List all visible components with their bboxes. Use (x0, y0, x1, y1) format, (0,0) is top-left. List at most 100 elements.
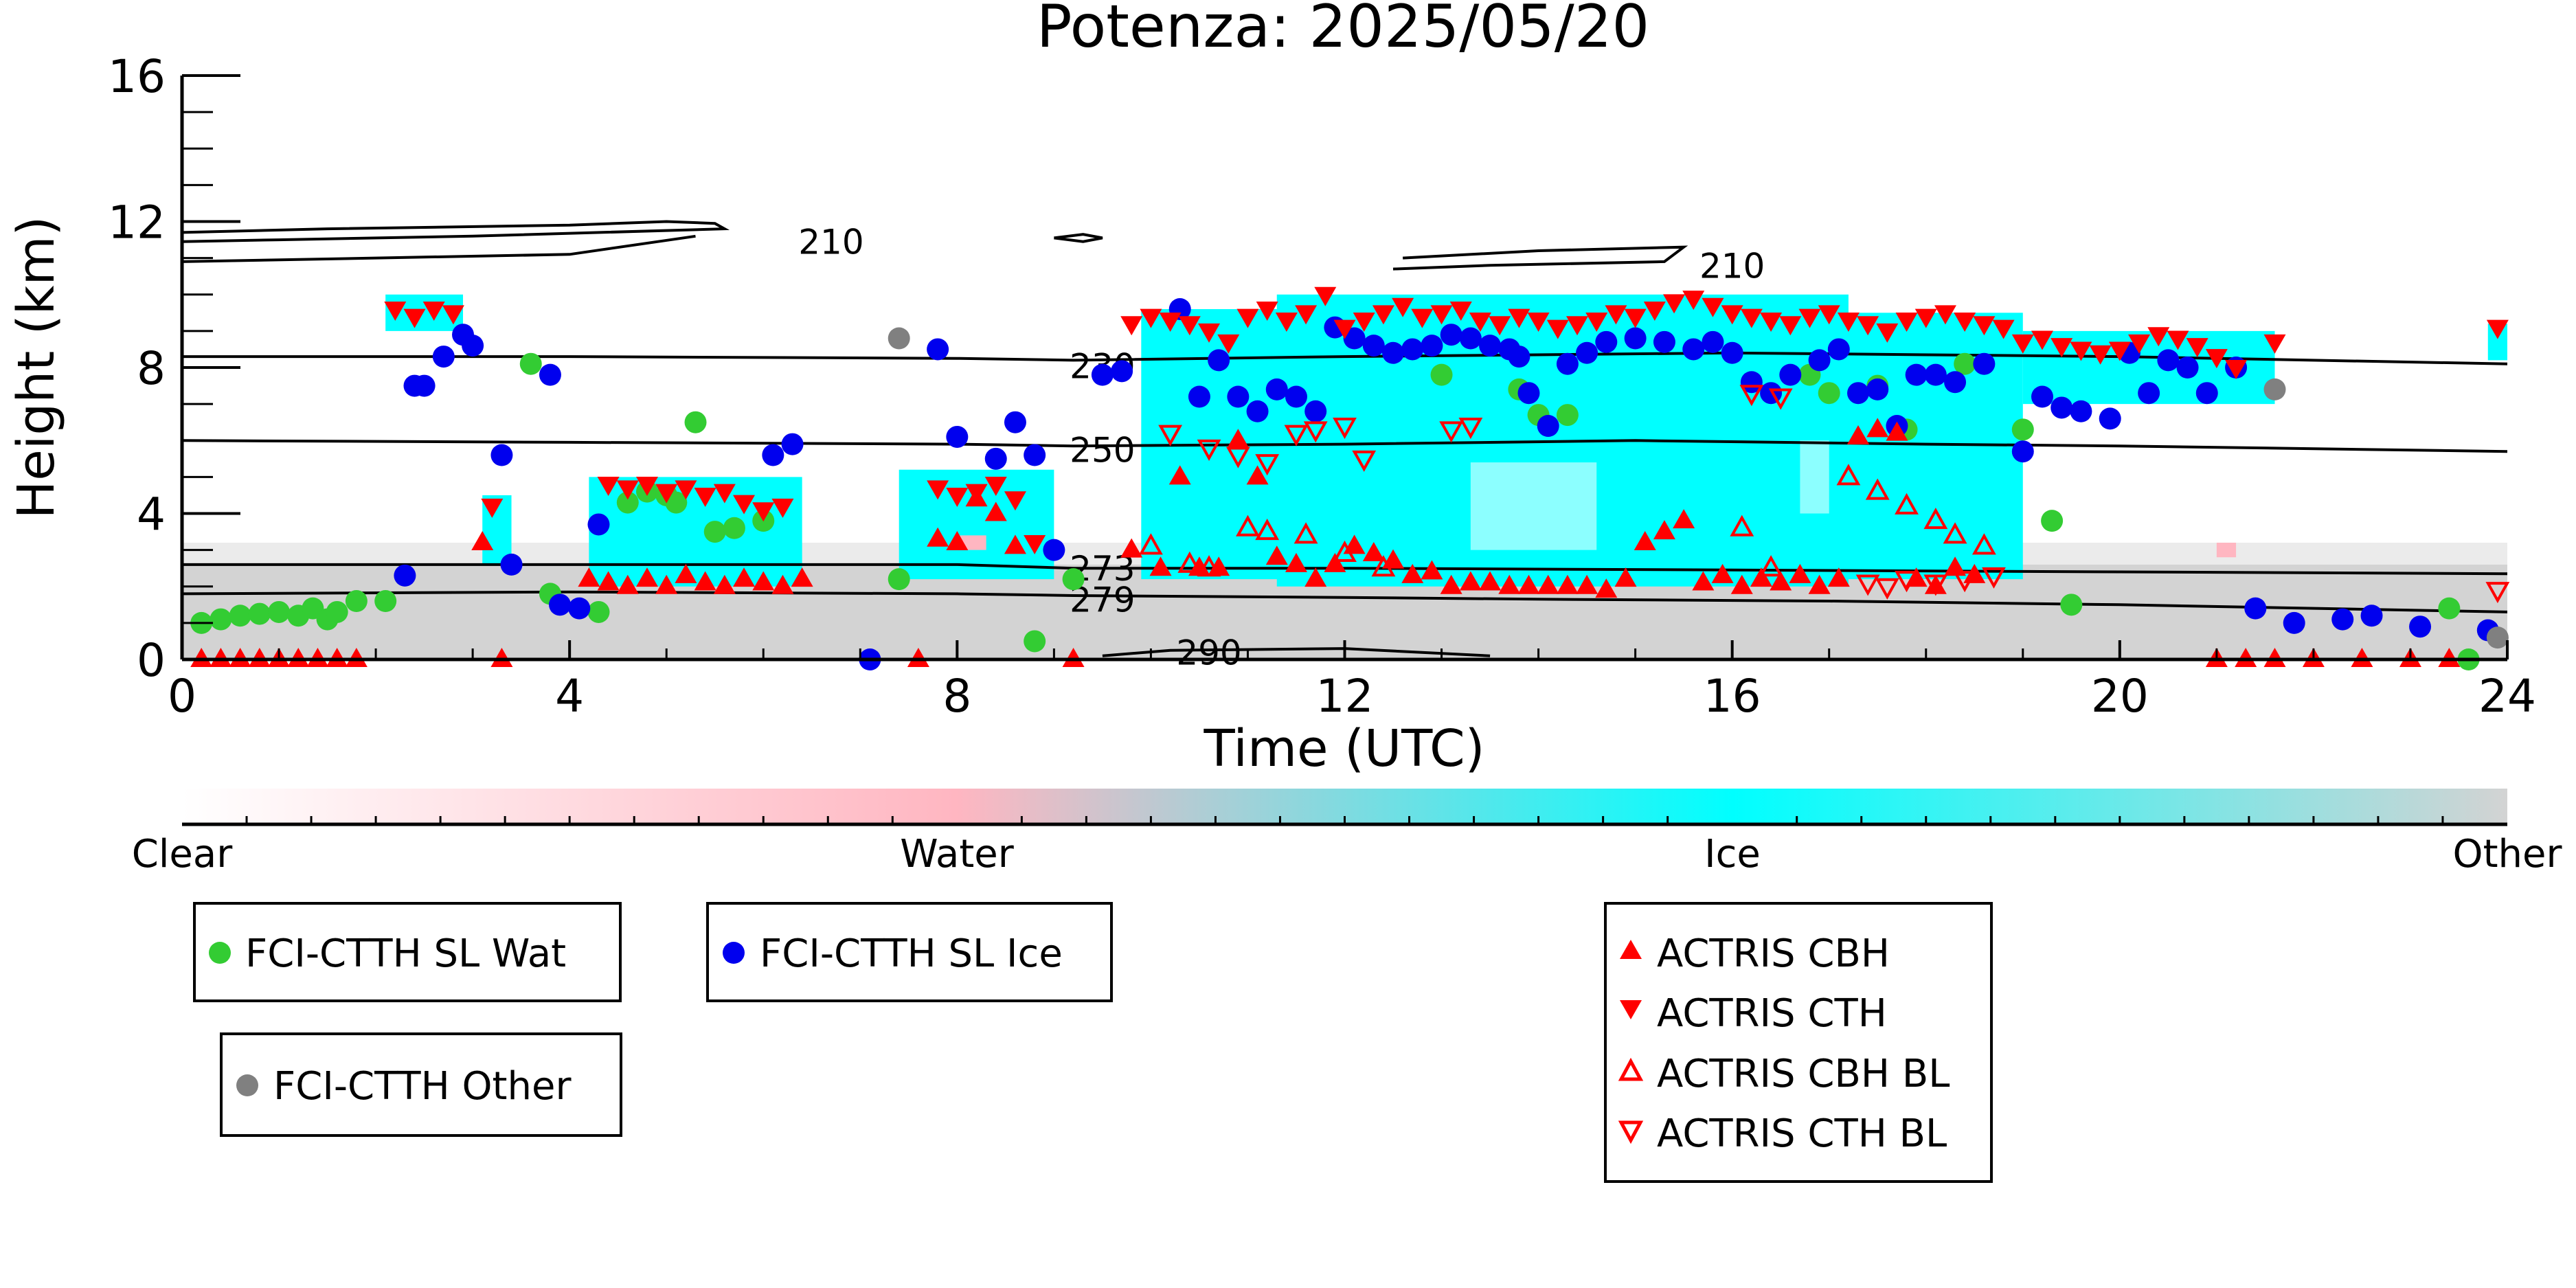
marker-fci-ctth-sl-wat (519, 352, 542, 375)
marker-actris-cth-bl (1158, 425, 1183, 447)
marker-actris-cth (2108, 341, 2131, 361)
marker-actris-cth (1469, 312, 1491, 332)
marker-actris-cth (1546, 319, 1569, 339)
marker-actris-cbh (1304, 567, 1327, 587)
marker-fci-ctth-sl-ice (1111, 360, 1133, 383)
marker-actris-cth-bl (1352, 450, 1377, 472)
marker-actris-cth (2050, 338, 2073, 358)
marker-actris-cbh (694, 571, 716, 591)
marker-actris-cth (694, 487, 716, 507)
marker-actris-cbh (2351, 648, 2373, 667)
marker-actris-cth (1004, 491, 1026, 511)
marker-actris-cbh (1730, 574, 1753, 594)
marker-actris-cth (1236, 308, 1259, 328)
marker-actris-cbh (326, 648, 348, 667)
marker-fci-ctth-sl-wat (268, 600, 291, 623)
marker-fci-ctth-sl-wat (723, 517, 745, 539)
marker-actris-cbh (655, 574, 678, 594)
marker-actris-cbh (1479, 571, 1502, 591)
marker-fci-ctth-sl-ice (1188, 385, 1210, 408)
marker-fci-ctth-sl-wat (1954, 352, 1976, 375)
marker-actris-cbh (1421, 560, 1443, 580)
marker-actris-cbh (1285, 552, 1307, 572)
contour-label: 250 (1070, 431, 1135, 471)
marker-fci-ctth-sl-ice (490, 444, 513, 466)
marker-fci-ctth-sl-ice (413, 374, 436, 397)
x-tick-label: 24 (2478, 670, 2536, 723)
marker-actris-cbh (791, 567, 813, 587)
x-tick-label: 8 (942, 670, 971, 723)
marker-fci-ctth-sl-wat (2011, 418, 2034, 441)
marker-actris-cbh (1149, 556, 1172, 576)
marker-actris-cbh (1886, 421, 1908, 441)
marker-actris-cth (1857, 316, 1879, 336)
marker-fci-ctth-sl-ice (1440, 324, 1462, 346)
marker-fci-ctth-sl-ice (1265, 378, 1288, 400)
legend-cbh-bl-marker (1618, 1057, 1644, 1081)
marker-fci-ctth-sl-ice (432, 346, 455, 368)
marker-actris-cbh (1168, 465, 1191, 485)
marker-actris-cth (1876, 323, 1899, 343)
marker-actris-cth-bl (1768, 388, 1793, 410)
marker-actris-cth (1295, 305, 1318, 325)
contour-line (181, 220, 730, 243)
marker-actris-cth (1818, 305, 1840, 325)
marker-actris-cbh (1673, 509, 1695, 529)
legend-cth-bl-marker (1618, 1120, 1644, 1144)
marker-actris-cbh (1120, 538, 1143, 558)
marker-actris-cth (1663, 294, 1686, 314)
marker-fci-ctth-sl-ice (2050, 396, 2073, 419)
marker-actris-cth-bl (1923, 574, 1948, 596)
marker-actris-cbh (1711, 563, 1734, 583)
y-tick-label: 8 (137, 342, 166, 395)
marker-actris-cth-bl (1875, 578, 1899, 600)
marker-actris-cth-bl (1284, 425, 1309, 447)
marker-fci-ctth-sl-ice (1343, 327, 1366, 350)
marker-fci-ctth-sl-ice (1973, 352, 1996, 375)
marker-actris-cth (403, 308, 426, 328)
marker-fci-ctth-sl-ice (781, 433, 804, 455)
marker-actris-cbh (636, 567, 658, 587)
marker-actris-cth (2263, 334, 2286, 354)
y-axis-label: Height (km) (7, 216, 66, 519)
marker-actris-cbh-bl (1971, 533, 1996, 555)
marker-actris-cbh (210, 648, 232, 667)
colorbar-label-other: Other (2452, 832, 2562, 877)
marker-fci-ctth-other (2486, 626, 2509, 649)
marker-actris-cbh (1208, 556, 1230, 576)
marker-actris-cbh-bl (1177, 551, 1202, 573)
marker-actris-cbh-bl (1836, 464, 1861, 486)
marker-fci-ctth-sl-ice (2195, 382, 2218, 405)
marker-fci-ctth-sl-ice (1595, 330, 1618, 353)
contour-line (182, 563, 2508, 576)
marker-fci-ctth-sl-ice (2031, 385, 2053, 408)
marker-fci-ctth-sl-wat (684, 411, 707, 433)
marker-fci-ctth-sl-ice (1779, 363, 1802, 386)
marker-fci-ctth-sl-ice (1682, 338, 1705, 361)
contour-line (1102, 647, 1491, 657)
water-class-region (2216, 543, 2237, 558)
marker-actris-cbh (1498, 574, 1521, 594)
marker-fci-ctth-sl-ice (2099, 407, 2121, 430)
marker-fci-ctth-sl-ice (1827, 338, 1850, 361)
marker-actris-cth (1508, 308, 1530, 328)
marker-actris-cth (1643, 302, 1666, 321)
colorbar-label-water: Water (900, 832, 1015, 877)
marker-fci-ctth-sl-ice (1924, 363, 1947, 386)
marker-actris-cth (442, 305, 464, 325)
marker-actris-cbh (1227, 429, 1250, 449)
marker-fci-ctth-sl-wat (2041, 510, 2064, 532)
marker-actris-cth (771, 498, 794, 518)
legend-cth-label: ACTRIS CTH (1657, 991, 1887, 1036)
marker-actris-cbh (1634, 531, 1656, 550)
marker-fci-ctth-sl-ice (1905, 363, 1928, 386)
x-axis-label: Time (UTC) (1203, 719, 1484, 778)
marker-actris-cth (1489, 316, 1511, 336)
marker-actris-cbh-bl (1293, 522, 1318, 544)
marker-actris-cbh (229, 648, 251, 667)
marker-actris-cth (616, 480, 639, 500)
marker-actris-cbh (713, 574, 736, 594)
marker-actris-cth (2225, 360, 2248, 379)
marker-actris-cbh (2235, 648, 2257, 667)
marker-actris-cbh-bl (1255, 518, 1280, 541)
